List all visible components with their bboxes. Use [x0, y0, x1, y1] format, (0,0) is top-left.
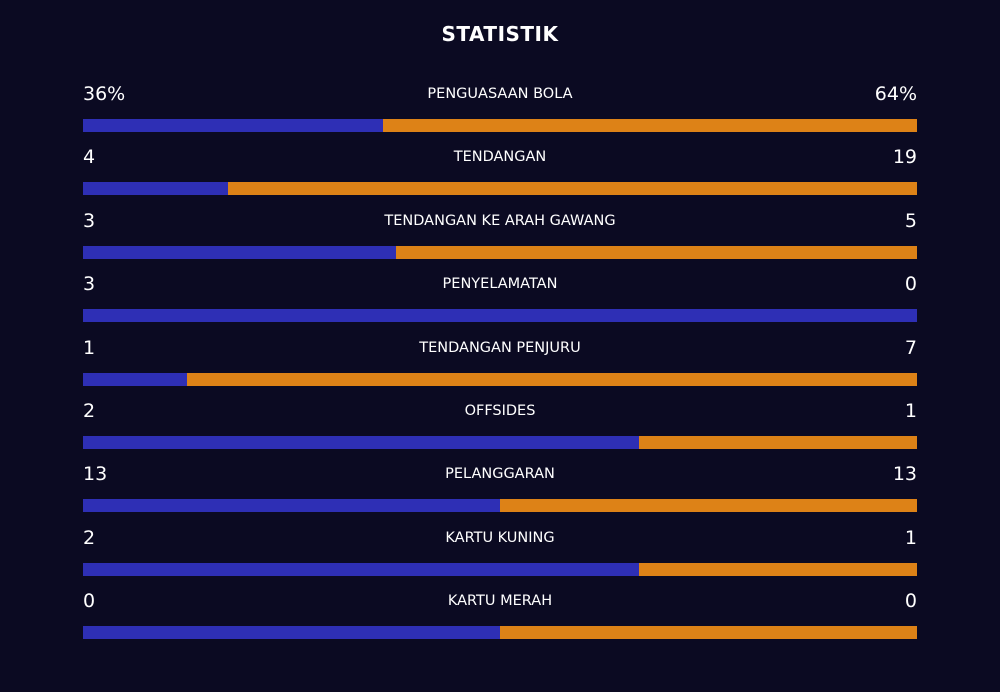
- away-value: 0: [904, 590, 917, 613]
- home-value: 13: [83, 463, 108, 486]
- comparison-bar: [83, 372, 917, 386]
- away-bar-segment: [639, 562, 917, 576]
- stat-values: 2 KARTU KUNING 1: [83, 523, 917, 553]
- away-value: 64%: [874, 83, 917, 105]
- away-value: 1: [904, 399, 917, 422]
- stat-values: 0 KARTU MERAH 0: [83, 586, 917, 616]
- stat-values: 36% PENGUASAAN BOLA 64%: [83, 79, 917, 109]
- away-bar-segment: [383, 119, 917, 132]
- stat-row-corners: 1 TENDANGAN PENJURU 7: [83, 333, 917, 396]
- home-value: 0: [83, 590, 96, 613]
- away-bar-segment: [395, 245, 917, 259]
- home-bar-segment: [83, 182, 229, 196]
- away-bar-segment: [228, 182, 917, 196]
- home-bar-segment: [83, 499, 500, 513]
- comparison-bar: [83, 499, 917, 513]
- away-value: 1: [904, 526, 917, 549]
- comparison-bar: [83, 562, 917, 576]
- away-bar-segment: [500, 626, 917, 640]
- stat-label: PENYELAMATAN: [442, 276, 558, 293]
- stat-values: 13 PELANGGARAN 13: [83, 459, 917, 489]
- away-value: 13: [892, 463, 917, 486]
- home-bar-segment: [83, 562, 640, 576]
- stat-label: TENDANGAN KE ARAH GAWANG: [384, 212, 616, 229]
- stat-label: KARTU KUNING: [445, 529, 555, 546]
- comparison-bar: [83, 245, 917, 259]
- home-bar-segment: [83, 435, 640, 449]
- comparison-bar: [83, 182, 917, 196]
- stat-label: OFFSIDES: [464, 402, 536, 419]
- stat-row-possession: 36% PENGUASAAN BOLA 64%: [83, 79, 917, 142]
- stat-row-fouls: 13 PELANGGARAN 13: [83, 459, 917, 522]
- home-value: 36%: [83, 83, 126, 105]
- home-value: 4: [83, 146, 96, 169]
- stat-values: 4 TENDANGAN 19: [83, 142, 917, 172]
- away-value: 19: [892, 146, 917, 169]
- away-bar-segment: [639, 435, 917, 449]
- home-value: 3: [83, 209, 96, 232]
- stat-label: PENGUASAAN BOLA: [427, 86, 573, 102]
- home-value: 2: [83, 399, 96, 422]
- home-bar-segment: [83, 309, 917, 323]
- away-bar-segment: [187, 372, 917, 386]
- away-value: 7: [904, 336, 917, 359]
- stat-values: 2 OFFSIDES 1: [83, 396, 917, 426]
- home-value: 1: [83, 336, 96, 359]
- comparison-bar: [83, 435, 917, 449]
- away-bar-segment: [500, 499, 917, 513]
- stat-row-shots-on-target: 3 TENDANGAN KE ARAH GAWANG 5: [83, 206, 917, 269]
- stat-label: TENDANGAN PENJURU: [419, 339, 581, 356]
- stat-label: PELANGGARAN: [445, 466, 555, 483]
- home-bar-segment: [83, 119, 384, 132]
- comparison-bar: [83, 309, 917, 323]
- home-bar-segment: [83, 626, 500, 640]
- page-title: STATISTIK: [441, 22, 559, 46]
- stat-values: 3 PENYELAMATAN 0: [83, 269, 917, 299]
- stat-row-shots: 4 TENDANGAN 19: [83, 142, 917, 205]
- stat-row-yellow-cards: 2 KARTU KUNING 1: [83, 523, 917, 586]
- home-value: 3: [83, 273, 96, 296]
- stat-values: 3 TENDANGAN KE ARAH GAWANG 5: [83, 206, 917, 236]
- comparison-bar: [83, 626, 917, 640]
- stat-values: 1 TENDANGAN PENJURU 7: [83, 333, 917, 363]
- home-value: 2: [83, 526, 96, 549]
- stat-label: TENDANGAN: [453, 149, 547, 166]
- comparison-bar: [83, 119, 917, 132]
- home-bar-segment: [83, 372, 188, 386]
- home-bar-segment: [83, 245, 396, 259]
- stats-list: 36% PENGUASAAN BOLA 64% 4 TENDANGAN 19 3…: [83, 79, 917, 650]
- away-value: 0: [904, 273, 917, 296]
- stat-row-red-cards: 0 KARTU MERAH 0: [83, 586, 917, 649]
- stat-label: KARTU MERAH: [447, 593, 553, 610]
- away-value: 5: [904, 209, 917, 232]
- stat-row-offsides: 2 OFFSIDES 1: [83, 396, 917, 459]
- stat-row-saves: 3 PENYELAMATAN 0: [83, 269, 917, 332]
